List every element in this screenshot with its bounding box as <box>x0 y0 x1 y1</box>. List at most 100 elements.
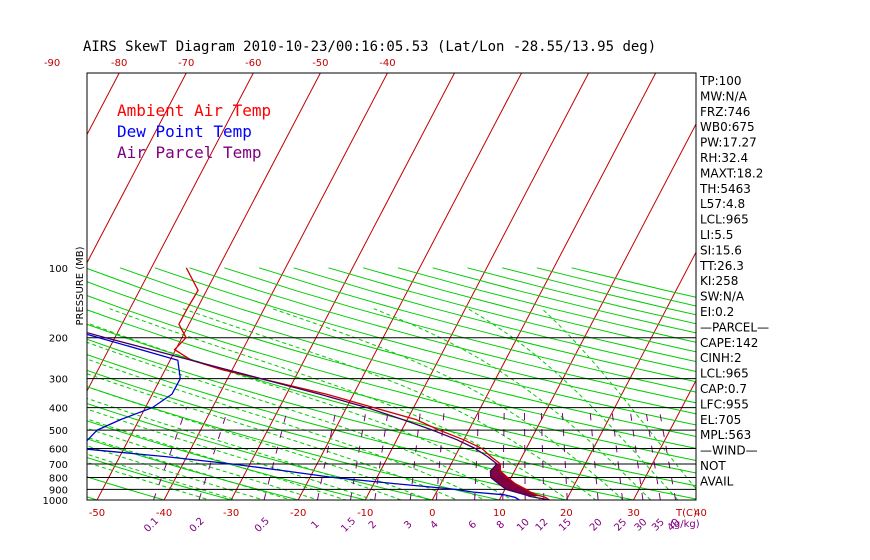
mixing-ratio-tick-label: 35 <box>650 517 667 534</box>
dry-adiabat-line <box>87 354 636 500</box>
mixing-ratio-tick-label: 15 <box>557 517 574 534</box>
dry-adiabat-line <box>258 267 696 383</box>
pressure-tick-label: 1000 <box>43 496 68 507</box>
stat-label: EI:0.2 <box>700 305 734 319</box>
top-temp-tick-label: -40 <box>379 58 395 69</box>
dry-adiabat-line <box>0 268 45 505</box>
dry-adiabat-line <box>328 267 696 363</box>
isotherm-line <box>230 73 455 500</box>
mixing-ratio-tick-label: 10 <box>515 517 532 534</box>
pressure-tick-label: 600 <box>49 444 68 455</box>
stat-label: WB0:675 <box>700 120 755 134</box>
stat-label: TT:26.3 <box>699 259 744 273</box>
legend-entry: Air Parcel Temp <box>117 143 262 162</box>
dry-adiabat-line <box>87 476 166 500</box>
bottom-temp-tick-label: 40 <box>694 508 707 519</box>
stat-label: LI:5.5 <box>700 228 733 242</box>
mixing-ratio-tick-label: 1.5 <box>339 516 358 535</box>
stat-label: SI:15.6 <box>700 243 742 257</box>
dry-adiabat-line <box>119 267 696 426</box>
mixing-ratio-tick-label: 25 <box>612 517 629 534</box>
dry-adiabat-line <box>87 323 696 487</box>
dry-adiabat-line <box>87 338 696 500</box>
stat-label: TH:5463 <box>699 182 751 196</box>
isotherm-line <box>297 73 523 500</box>
mixing-ratio-tick-label: 4 <box>428 519 440 531</box>
stat-label: RH:32.4 <box>700 151 748 165</box>
chart-title: AIRS SkewT Diagram 2010-10-23/00:16:05.5… <box>83 39 656 55</box>
mixing-ratio-unit-label: (g/kg) <box>670 519 700 530</box>
stat-label: LFC:955 <box>700 397 749 411</box>
bottom-temp-tick-label: -40 <box>156 508 172 519</box>
stat-label: —PARCEL— <box>700 320 769 334</box>
legend-entry: Ambient Air Temp <box>117 101 271 120</box>
top-temp-tick-label: -80 <box>111 58 127 69</box>
mixing-ratio-line <box>611 407 624 500</box>
isotherm-line <box>87 73 187 264</box>
pressure-tick-label: 400 <box>49 404 68 415</box>
mixing-ratio-tick-label: 20 <box>588 517 605 534</box>
x-axis-unit-label: T(C) <box>675 508 697 519</box>
dry-adiabat-line <box>87 309 696 474</box>
parcel-temp-line <box>87 331 550 500</box>
dry-adiabat-line <box>87 420 368 500</box>
mixing-ratio-line <box>198 407 229 500</box>
stat-label: —WIND— <box>700 444 758 458</box>
isotherm-line <box>163 73 388 500</box>
mixing-ratio-tick-label: 0.5 <box>253 516 272 535</box>
top-temp-tick-label: -50 <box>312 58 328 69</box>
bottom-temp-tick-label: -30 <box>223 508 239 519</box>
dry-adiabat-line <box>87 456 234 500</box>
isotherm-line <box>0 73 52 500</box>
stat-label: CAPE:142 <box>700 336 758 350</box>
isotherm-line <box>364 73 590 500</box>
pressure-tick-label: 200 <box>49 334 68 345</box>
bottom-temp-tick-label: -20 <box>290 508 306 519</box>
stat-label: LCL:965 <box>700 213 749 227</box>
mixing-ratio-tick-label: 8 <box>495 519 507 531</box>
bottom-temp-tick-label: -10 <box>357 508 373 519</box>
dry-adiabat-line <box>154 267 696 415</box>
stat-label: MAXT:18.2 <box>700 166 763 180</box>
legend: Ambient Air Temp Dew Point Temp Air Parcel… <box>117 101 271 162</box>
mixing-ratio-tick-label: 6 <box>467 519 479 531</box>
legend-entry: Dew Point Temp <box>117 122 252 141</box>
dry-adiabat-line <box>189 267 696 404</box>
stat-label: MW:N/A <box>700 89 748 103</box>
isotherm-line <box>768 73 870 500</box>
dry-adiabat-line <box>87 267 696 437</box>
pressure-tick-label: 700 <box>49 460 68 471</box>
pressure-tick-label: 900 <box>49 485 68 496</box>
top-temp-tick-label: -90 <box>44 58 60 69</box>
bottom-temp-tick-label: 20 <box>560 508 573 519</box>
mixing-ratio-line <box>153 407 188 500</box>
stat-label: PW:17.27 <box>700 136 757 150</box>
mixing-ratio-tick-label: 1 <box>309 519 321 531</box>
y-axis-label: PRESSURE (MB) <box>75 246 86 325</box>
mixing-ratio-tick-label: 30 <box>633 517 650 534</box>
cape-hatch <box>490 463 540 497</box>
isotherm-line <box>431 73 657 500</box>
mixing-ratio-tick-label: 2 <box>367 519 379 531</box>
dry-adiabat-line <box>293 267 696 373</box>
profile-lines <box>87 267 551 500</box>
stat-label: TP:100 <box>699 74 742 88</box>
stat-label: CAP:0.7 <box>700 382 747 396</box>
pressure-tick-label: 100 <box>49 264 68 275</box>
dry-adiabat-line <box>224 267 696 393</box>
pressure-tick-label: 500 <box>49 426 68 437</box>
pressure-tick-label: 800 <box>49 473 68 484</box>
stat-label: L57:4.8 <box>700 197 745 211</box>
plot-frame <box>86 72 697 501</box>
bottom-temp-tick-label: -50 <box>89 508 105 519</box>
stat-label: KI:258 <box>700 274 738 288</box>
bottom-temp-tick-label: 0 <box>429 508 435 519</box>
isotherm-line <box>835 73 870 500</box>
stat-label: AVAIL <box>700 474 734 488</box>
ambient-temp-line <box>173 267 551 500</box>
stat-label: EL:705 <box>700 413 741 427</box>
stat-label: FRZ:746 <box>700 105 750 119</box>
stat-label: NOT <box>700 459 726 473</box>
dry-adiabat-line <box>87 295 696 462</box>
